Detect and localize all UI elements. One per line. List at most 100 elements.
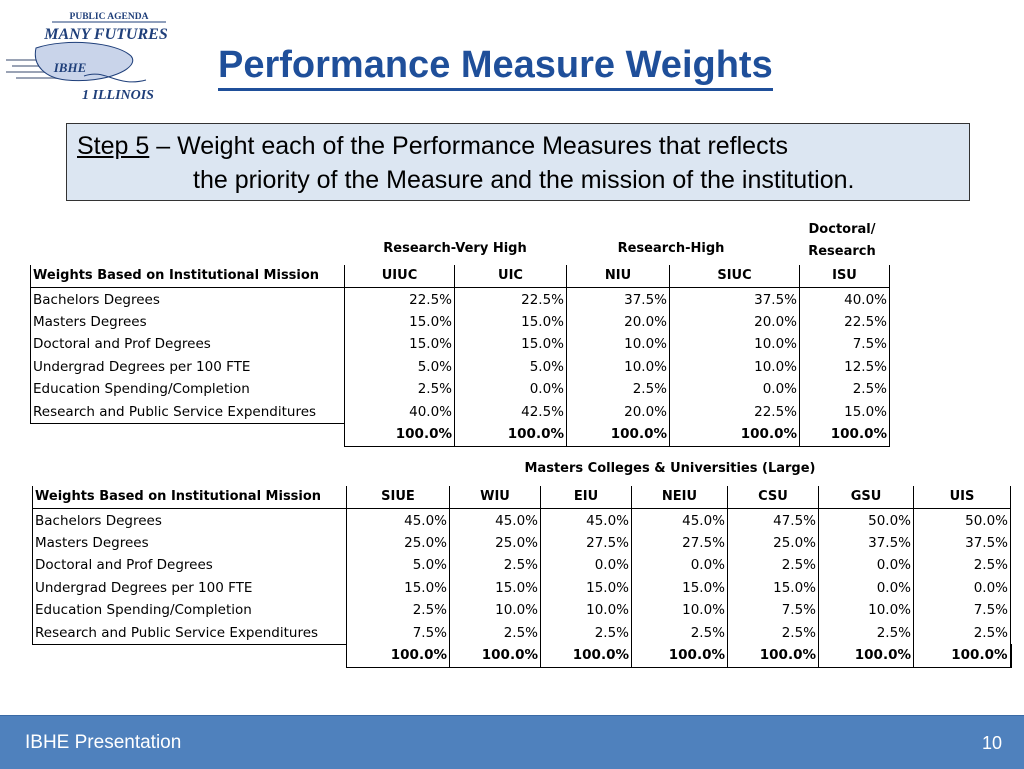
cell-value: 37.5%: [818, 531, 914, 555]
cell-value: 0.0%: [454, 377, 567, 401]
cell-value: 2.5%: [631, 621, 728, 645]
row-label: Research and Public Service Expenditures: [32, 621, 347, 645]
cell-value: 2.5%: [344, 377, 455, 401]
cell-value: 0.0%: [818, 554, 914, 577]
header-label: Weights Based on Institutional Mission: [30, 265, 345, 289]
cell-value: 2.5%: [449, 621, 541, 645]
cell-value: 7.5%: [727, 598, 819, 622]
row-label: Doctoral and Prof Degrees: [30, 333, 345, 356]
slide-title: Performance Measure Weights: [218, 42, 773, 91]
table-row: Bachelors Degrees 45.0% 45.0% 45.0% 45.0…: [32, 508, 1011, 532]
cell-value: 15.0%: [799, 400, 890, 424]
row-label: Education Spending/Completion: [32, 598, 347, 622]
cell-value: 0.0%: [818, 576, 914, 599]
table-row: Research and Public Service Expenditures…: [30, 400, 890, 424]
cell-value: 15.0%: [344, 333, 455, 356]
cell-value: 10.0%: [818, 598, 914, 622]
cell-value: 27.5%: [631, 531, 728, 555]
cell-value: 45.0%: [449, 508, 541, 532]
group-header-research-very-high: Research-Very High: [344, 241, 566, 256]
total-value: 100.0%: [344, 423, 455, 447]
totals-spacer: [31, 423, 345, 446]
footer-text: IBHE Presentation: [25, 732, 182, 753]
cell-value: 2.5%: [346, 598, 450, 622]
table-row: Undergrad Degrees per 100 FTE 5.0% 5.0% …: [30, 355, 890, 378]
cell-value: 2.5%: [913, 554, 1011, 577]
cell-value: 47.5%: [727, 508, 819, 532]
cell-value: 45.0%: [346, 508, 450, 532]
column-header-neiu: NEIU: [631, 486, 728, 510]
cell-value: 2.5%: [566, 377, 670, 401]
total-value: 100.0%: [540, 644, 632, 668]
column-header-wiu: WIU: [449, 486, 541, 510]
total-value: 100.0%: [346, 644, 450, 668]
group-label: Research-Very High: [383, 241, 527, 256]
group-label: Research-High: [617, 241, 725, 256]
step-instruction-box: Step 5 – Weight each of the Performance …: [66, 123, 970, 201]
cell-value: 7.5%: [913, 598, 1011, 622]
row-label: Masters Degrees: [32, 531, 347, 555]
cell-value: 10.0%: [566, 355, 670, 378]
column-header-csu: CSU: [727, 486, 819, 510]
total-value: 100.0%: [727, 644, 819, 668]
cell-value: 45.0%: [631, 508, 728, 532]
cell-value: 27.5%: [540, 531, 632, 555]
table-header-row: Weights Based on Institutional Mission S…: [32, 486, 1011, 510]
row-label: Bachelors Degrees: [30, 287, 345, 311]
cell-value: 2.5%: [449, 554, 541, 577]
cell-value: 2.5%: [818, 621, 914, 645]
public-agenda-logo: PUBLIC AGENDA MANY FUTURES IBHE 1 ILLINO…: [6, 12, 168, 103]
weights-table-research: Weights Based on Institutional Mission U…: [30, 265, 890, 447]
total-value: 100.0%: [566, 423, 670, 447]
step-line-1-text: – Weight each of the Performance Measure…: [149, 132, 789, 160]
cell-value: 20.0%: [566, 310, 670, 334]
cell-value: 40.0%: [344, 400, 455, 424]
cell-value: 15.0%: [454, 310, 567, 334]
table-row: Education Spending/Completion 2.5% 10.0%…: [32, 598, 1011, 622]
total-value: 100.0%: [631, 644, 728, 668]
cell-value: 7.5%: [346, 621, 450, 645]
row-label: Bachelors Degrees: [32, 508, 347, 532]
cell-value: 10.0%: [631, 598, 728, 622]
cell-value: 37.5%: [669, 287, 800, 311]
group-header-masters-colleges: Masters Colleges & Universities (Large): [524, 461, 816, 476]
step-label: Step 5: [77, 132, 150, 160]
cell-value: 22.5%: [669, 400, 800, 424]
totals-row: 100.0% 100.0% 100.0% 100.0% 100.0%: [31, 423, 890, 447]
table-row: Doctoral and Prof Degrees 15.0% 15.0% 10…: [30, 333, 890, 356]
group-header-research-high: Research-High: [566, 241, 776, 256]
total-value: 100.0%: [913, 644, 1012, 668]
column-header-uic: UIC: [454, 265, 567, 289]
group-header-doctoral-research: Doctoral/Research: [790, 219, 894, 263]
cell-value: 10.0%: [540, 598, 632, 622]
row-label: Doctoral and Prof Degrees: [32, 554, 347, 577]
total-value: 100.0%: [669, 423, 800, 447]
table-row: Doctoral and Prof Degrees 5.0% 2.5% 0.0%…: [32, 554, 1011, 577]
row-label: Research and Public Service Expenditures: [30, 400, 345, 424]
cell-value: 0.0%: [540, 554, 632, 577]
svg-text:MANY FUTURES: MANY FUTURES: [43, 26, 168, 43]
cell-value: 5.0%: [454, 355, 567, 378]
table-row: Education Spending/Completion 2.5% 0.0% …: [30, 377, 890, 401]
step-line-2: the priority of the Measure and the miss…: [193, 166, 855, 194]
cell-value: 22.5%: [344, 287, 455, 311]
cell-value: 25.0%: [346, 531, 450, 555]
cell-value: 0.0%: [631, 554, 728, 577]
total-value: 100.0%: [818, 644, 914, 668]
table-row: Research and Public Service Expenditures…: [32, 621, 1011, 645]
column-header-siue: SIUE: [346, 486, 450, 510]
row-label: Education Spending/Completion: [30, 377, 345, 401]
svg-text:IBHE: IBHE: [53, 60, 87, 75]
table-row: Undergrad Degrees per 100 FTE 15.0% 15.0…: [32, 576, 1011, 599]
cell-value: 42.5%: [454, 400, 567, 424]
cell-value: 15.0%: [344, 310, 455, 334]
cell-value: 0.0%: [669, 377, 800, 401]
cell-value: 2.5%: [727, 554, 819, 577]
weights-table-masters: Weights Based on Institutional Mission S…: [32, 486, 1012, 668]
cell-value: 25.0%: [727, 531, 819, 555]
column-header-gsu: GSU: [818, 486, 914, 510]
cell-value: 2.5%: [799, 377, 890, 401]
total-value: 100.0%: [454, 423, 567, 447]
footer-bar: IBHE Presentation 10: [0, 715, 1024, 769]
cell-value: 50.0%: [818, 508, 914, 532]
